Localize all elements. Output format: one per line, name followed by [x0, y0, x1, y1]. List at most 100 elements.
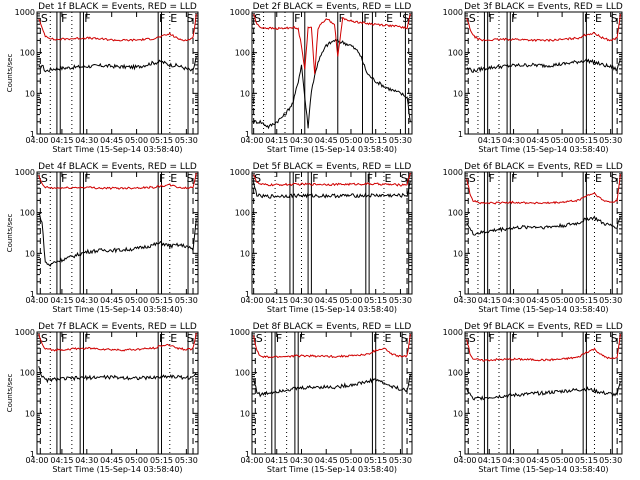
- y-tick-label: 10: [240, 89, 250, 98]
- x-tick-label: 04:15: [265, 296, 288, 305]
- region-label: F: [294, 172, 300, 185]
- x-tick-label: 04:30: [75, 456, 98, 465]
- y-axis-label: Counts/sec: [6, 374, 14, 413]
- series-line-events: [466, 381, 621, 401]
- x-tick-label: 05:00: [125, 296, 148, 305]
- y-tick-label: 10: [25, 249, 35, 258]
- region-label: S: [41, 12, 48, 25]
- panel-title: Det 5f BLACK = Events, RED = LLD: [253, 162, 412, 172]
- y-tick-label: 1000: [443, 8, 463, 17]
- x-tick-label: 04:15: [50, 296, 73, 305]
- y-tick-label: 100: [448, 49, 463, 58]
- panel-title: Det 3f BLACK = Events, RED = LLD: [464, 2, 623, 12]
- plot-frame: [464, 331, 623, 455]
- x-tick-label: 04:15: [478, 456, 501, 465]
- region-label: S: [41, 332, 48, 345]
- x-tick-label: 05:15: [150, 136, 173, 145]
- region-label: F: [159, 332, 165, 345]
- x-tick-label: 04:15: [265, 456, 288, 465]
- region-label: F: [61, 172, 67, 185]
- y-tick-label: 1: [245, 450, 250, 459]
- plot-frame: [251, 11, 413, 135]
- x-tick-label: 04:15: [478, 296, 501, 305]
- x-tick-label: 04:15: [50, 136, 73, 145]
- region-label: S: [187, 332, 194, 345]
- region-label: F: [312, 172, 318, 185]
- region-label: F: [61, 12, 67, 25]
- x-tick-label: 04:00: [453, 456, 476, 465]
- x-tick-label: 05:00: [339, 136, 362, 145]
- x-tick-label: 04:15: [50, 456, 73, 465]
- x-tick-label: 05:00: [551, 136, 574, 145]
- panel-title: Det 8f BLACK = Events, RED = LLD: [253, 322, 412, 332]
- x-tick-label: 05:30: [389, 456, 412, 465]
- series-line-events: [466, 215, 621, 236]
- y-tick-label: 10: [453, 89, 463, 98]
- series-line-lld: [466, 333, 621, 362]
- x-tick-label: 05:00: [339, 456, 362, 465]
- region-label: F: [511, 172, 517, 185]
- x-tick-label: 05:00: [125, 456, 148, 465]
- region-label: F: [159, 172, 165, 185]
- x-axis-label: Start Time (15-Sep-14 03:58:40): [478, 465, 608, 474]
- series-line-events: [253, 180, 411, 199]
- x-tick-label: 04:45: [315, 136, 338, 145]
- region-label: E: [170, 172, 177, 185]
- y-tick-label: 100: [235, 369, 250, 378]
- series-line-events: [38, 212, 197, 267]
- region-label: F: [584, 12, 590, 25]
- region-label: S: [401, 332, 408, 345]
- y-tick-label: 1000: [15, 328, 35, 337]
- x-tick-label: 04:45: [526, 136, 549, 145]
- x-tick-label: 04:30: [290, 456, 313, 465]
- x-tick-label: 04:45: [526, 456, 549, 465]
- panel-title: Det 2f BLACK = Events, RED = LLD: [253, 2, 412, 12]
- series-line-lld: [253, 172, 411, 187]
- region-label: F: [367, 172, 373, 185]
- x-axis-label: Start Time (15-Sep-14 03:58:40): [267, 465, 397, 474]
- y-tick-label: 1: [245, 130, 250, 139]
- region-label: E: [170, 12, 177, 25]
- region-label: S: [469, 12, 476, 25]
- region-label: F: [511, 12, 517, 25]
- x-tick-label: 04:30: [502, 136, 525, 145]
- series-line-events: [38, 366, 197, 384]
- panel-title: Det 1f BLACK = Events, RED = LLD: [38, 2, 197, 12]
- x-axis-label: Start Time (15-Sep-14 03:58:40): [478, 145, 608, 154]
- plot-frame: [464, 171, 623, 295]
- region-label: F: [511, 332, 517, 345]
- y-tick-label: 1000: [15, 168, 35, 177]
- y-tick-label: 100: [20, 369, 35, 378]
- x-tick-label: 05:30: [175, 456, 198, 465]
- x-tick-label: 04:00: [240, 136, 263, 145]
- y-tick-label: 100: [448, 209, 463, 218]
- series-line-lld: [38, 172, 197, 190]
- x-tick-label: 05:15: [364, 296, 387, 305]
- x-tick-label: 04:00: [240, 296, 263, 305]
- x-tick-label: 05:15: [364, 456, 387, 465]
- series-line-events: [38, 56, 197, 73]
- x-tick-label: 05:15: [575, 296, 598, 305]
- x-tick-label: 05:15: [150, 296, 173, 305]
- series-line-lld: [38, 332, 197, 352]
- y-tick-label: 1: [30, 130, 35, 139]
- x-tick-label: 04:30: [502, 296, 525, 305]
- region-label: S: [469, 172, 476, 185]
- x-tick-label: 05:00: [125, 136, 148, 145]
- region-label: F: [84, 12, 90, 25]
- x-tick-label: 04:45: [315, 296, 338, 305]
- x-tick-label: 04:30: [75, 296, 98, 305]
- x-tick-label: 04:15: [265, 136, 288, 145]
- y-axis-label: Counts/sec: [6, 54, 14, 93]
- x-tick-label: 04:30: [75, 136, 98, 145]
- region-label: E: [384, 332, 391, 345]
- y-tick-label: 10: [453, 249, 463, 258]
- plot-frame: [36, 11, 199, 135]
- y-tick-label: 10: [240, 249, 250, 258]
- region-label: S: [611, 332, 618, 345]
- region-label: E: [386, 12, 393, 25]
